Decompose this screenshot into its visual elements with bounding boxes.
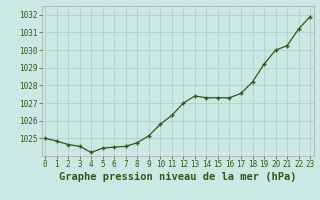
X-axis label: Graphe pression niveau de la mer (hPa): Graphe pression niveau de la mer (hPa) — [59, 172, 296, 182]
